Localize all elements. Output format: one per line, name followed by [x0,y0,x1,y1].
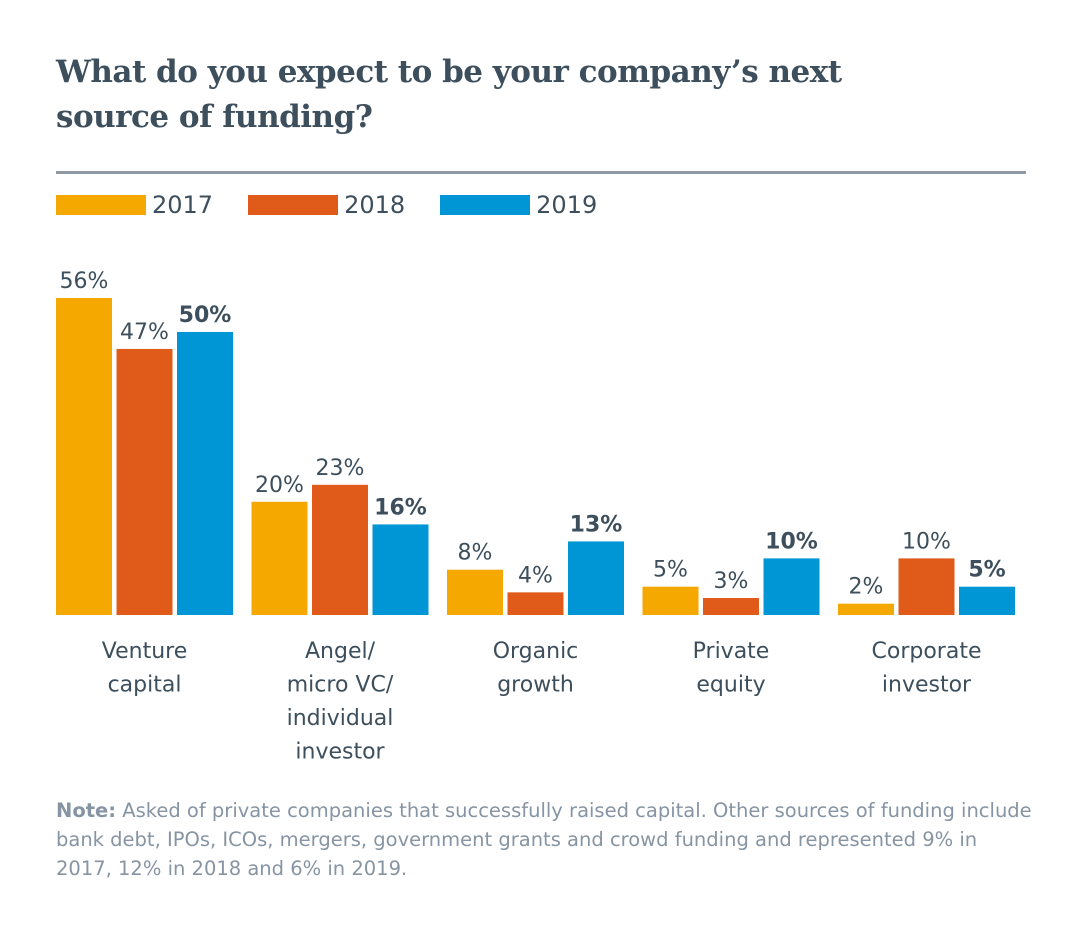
data-label-2018-4: 10% [902,529,951,554]
legend-label-2019: 2019 [536,191,598,219]
category-label-1-2: individual [287,706,394,731]
legend-item-2019: 2019 [440,191,597,219]
note-label: Note: [56,799,117,822]
data-label-2019-1: 16% [374,495,427,520]
chart-note: Note: Asked of private companies that su… [56,796,1036,883]
category-label-1-3: investor [295,740,385,765]
category-label-4-0: Corporate [872,639,982,664]
note-text: Asked of private companies that successf… [56,799,1032,880]
bar-2019-4 [959,586,1015,615]
bar-2018-4 [898,558,955,615]
legend-swatch-2018 [248,195,339,215]
bar-2018-3 [703,598,759,615]
data-label-2018-1: 23% [316,456,365,481]
bar-2017-3 [642,586,699,615]
legend-swatch-2017 [56,195,146,215]
category-label-3-1: equity [696,673,765,698]
data-label-2017-2: 8% [458,541,493,566]
data-label-2019-0: 50% [179,303,232,328]
category-label-4-1: investor [882,673,972,698]
category-label-2-1: growth [497,673,574,698]
bar-2017-0 [56,298,112,615]
bar-chart: 56% 47% 50% Venture capital 20% 23% 16% Angel/mi… [56,269,1015,765]
bar-2017-2 [447,569,503,615]
legend-swatch-2019 [440,195,531,215]
legend-label-2017: 2017 [152,191,214,219]
bar-2018-0 [116,348,173,615]
category-label-1-0: Angel/ [305,639,376,664]
legend: 2017 2018 2019 [56,187,632,223]
data-label-2018-0: 47% [120,320,169,345]
bar-2019-3 [763,558,820,615]
bar-2019-0 [177,331,233,615]
chart-title: What do you expect to be your company’s … [56,54,842,135]
legend-item-2017: 2017 [56,191,213,219]
legend-item-2018: 2018 [248,191,405,219]
category-label-3-0: Private [693,639,770,664]
data-label-2018-2: 4% [518,563,553,588]
data-label-2019-2: 13% [570,512,623,537]
bar-2018-1 [312,484,368,615]
bar-2018-2 [507,592,564,615]
category-label-0-1: capital [108,673,182,698]
category-label-2-0: Organic [493,639,579,664]
title-divider [56,171,1026,174]
data-label-2019-3: 10% [765,529,818,554]
data-label-2017-3: 5% [653,558,688,583]
category-label-0-0: Venture [102,639,188,664]
bar-2017-1 [251,501,308,615]
data-label-2019-4: 5% [968,558,1005,583]
bar-2019-1 [372,524,429,615]
data-label-2018-3: 3% [714,569,749,594]
category-label-1-1: micro VC/ [287,673,394,698]
data-label-2017-1: 20% [255,473,304,498]
bar-2017-4 [838,603,894,615]
legend-label-2018: 2018 [344,191,406,219]
data-label-2017-4: 2% [849,575,884,600]
data-label-2017-0: 56% [60,269,109,294]
bar-2019-2 [568,541,624,615]
